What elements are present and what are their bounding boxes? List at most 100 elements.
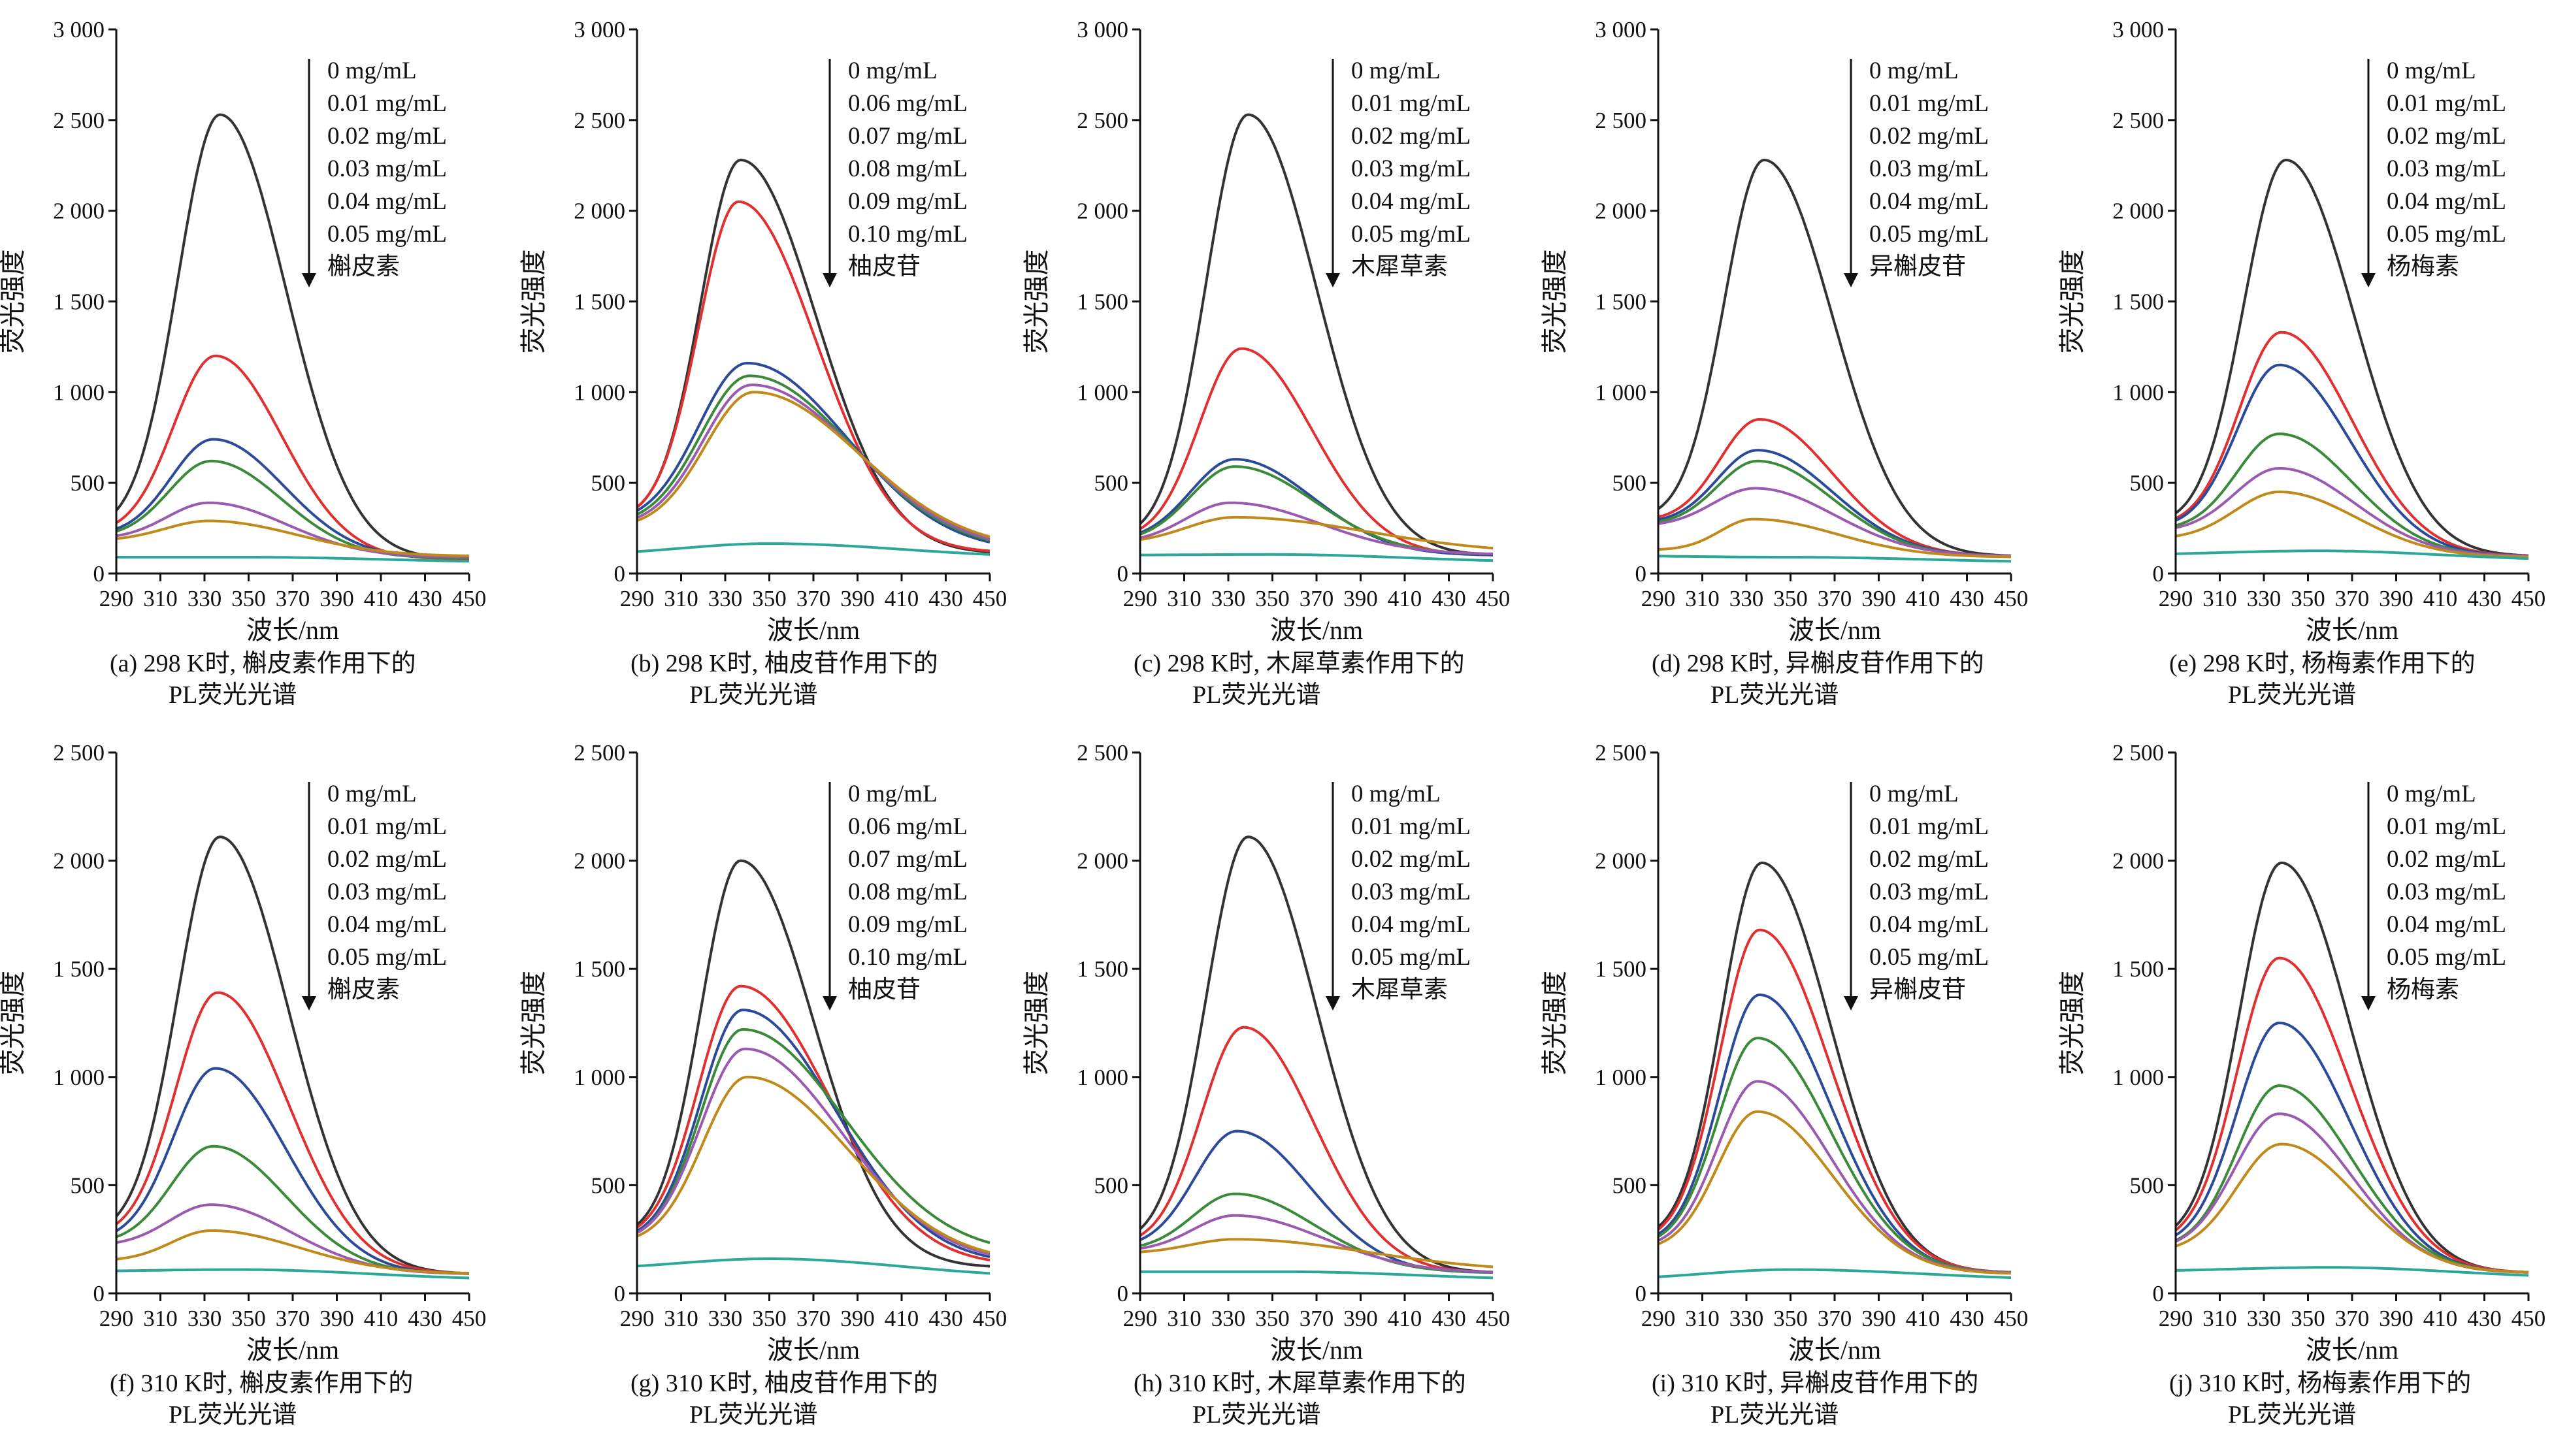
- y-tick-label: 1 000: [1077, 380, 1128, 405]
- legend-entry: 0.03 mg/mL: [1351, 879, 1471, 905]
- x-tick-label: 430: [928, 586, 963, 611]
- x-tick-label: 390: [319, 586, 354, 611]
- x-tick-label: 350: [231, 586, 266, 611]
- x-tick-label: 430: [1431, 586, 1466, 611]
- x-tick-label: 330: [2247, 1306, 2282, 1331]
- panel-caption-line-1: (i) 310 K时, 异槲皮苷作用下的: [1652, 1370, 1978, 1397]
- y-tick-label: 1 000: [574, 1065, 625, 1090]
- panel-caption-line-2: PL荧光光谱: [1710, 1401, 1839, 1429]
- y-tick-label: 0: [2153, 561, 2165, 587]
- x-tick-label: 370: [2335, 1306, 2370, 1331]
- series-line-6: [2175, 549, 2529, 560]
- legend-entry: 0.01 mg/mL: [2387, 90, 2506, 117]
- legend-entry: 0.05 mg/mL: [2387, 944, 2506, 971]
- legend-entry: 0.03 mg/mL: [327, 879, 447, 905]
- y-tick-label: 0: [93, 561, 105, 587]
- y-tick-label: 1 500: [2112, 956, 2164, 982]
- x-tick-label: 330: [2247, 586, 2282, 611]
- x-tick-label: 290: [1641, 586, 1676, 611]
- y-tick-label: 2 000: [2112, 849, 2164, 874]
- series-line-5: [636, 391, 990, 538]
- legend-entry: 0.01 mg/mL: [1869, 90, 1989, 117]
- x-tick-label: 410: [1906, 1306, 1940, 1331]
- x-tick-label: 390: [319, 1306, 354, 1331]
- series-line-6: [1140, 1270, 1494, 1280]
- legend-entry: 0.05 mg/mL: [2387, 221, 2506, 248]
- y-tick-label: 500: [1094, 1173, 1129, 1198]
- y-tick-label: 0: [1635, 561, 1647, 587]
- legend-arrow-head: [1326, 996, 1340, 1011]
- panel-caption-line-1: (j) 310 K时, 杨梅素作用下的: [2169, 1370, 2471, 1397]
- y-tick-label: 2 000: [2112, 199, 2164, 224]
- legend-entry: 0.09 mg/mL: [848, 188, 968, 215]
- x-tick-label: 290: [1641, 1306, 1676, 1331]
- series-line-6: [2175, 1266, 2529, 1277]
- legend-entry: 0.10 mg/mL: [848, 944, 968, 971]
- x-tick-label: 410: [2423, 586, 2458, 611]
- legend-entry: 0.02 mg/mL: [327, 123, 447, 150]
- series-line-6: [636, 1257, 990, 1275]
- y-axis-title: 荧光强度: [1540, 971, 1569, 1075]
- x-tick-label: 350: [2291, 586, 2325, 611]
- legend-entry: 木犀草素: [1351, 977, 1448, 1003]
- x-tick-label: 370: [796, 1306, 831, 1331]
- x-tick-label: 410: [885, 1306, 919, 1331]
- chart-panel-h: 290 310 330 350 370 390 410 430 450 0 500 1 000 1 50…: [1022, 740, 1510, 1429]
- series-line-5: [2175, 490, 2529, 558]
- x-tick-label: 410: [1388, 1306, 1422, 1331]
- x-tick-label: 330: [188, 586, 222, 611]
- legend-entry: 0 mg/mL: [1351, 781, 1441, 807]
- x-tick-label: 430: [1431, 1306, 1466, 1331]
- series-line-4: [636, 1047, 990, 1255]
- panel-caption-line-2: PL荧光光谱: [1192, 681, 1320, 709]
- x-tick-label: 350: [1773, 586, 1808, 611]
- series-line-3: [1139, 465, 1494, 556]
- x-tick-label: 450: [1476, 1306, 1511, 1331]
- legend-entry: 异槲皮苷: [1869, 977, 1966, 1003]
- series-line-6: [116, 556, 470, 563]
- legend-entry: 0.05 mg/mL: [327, 944, 447, 971]
- legend-entry: 0.05 mg/mL: [1869, 221, 1989, 248]
- x-axis-title: 波长/nm: [767, 1335, 860, 1365]
- legend-entry: 0.10 mg/mL: [848, 221, 968, 248]
- legend-entry: 0 mg/mL: [1869, 57, 1959, 84]
- x-tick-label: 370: [2335, 586, 2370, 611]
- series-line-1: [2174, 956, 2529, 1274]
- legend-entry: 0.01 mg/mL: [2387, 813, 2506, 840]
- chart-panel-f: 290 310 330 350 370 390 410 430 450 0 500 1 000 1 50…: [0, 740, 486, 1429]
- y-tick-label: 1 500: [53, 956, 105, 982]
- series-line-4: [116, 1203, 470, 1275]
- series-line-0: [115, 113, 470, 560]
- x-tick-label: 310: [664, 1306, 698, 1331]
- series-line-0: [636, 859, 990, 1268]
- y-tick-label: 1 000: [574, 380, 625, 405]
- legend-arrow-head: [823, 996, 837, 1011]
- x-tick-label: 430: [408, 1306, 442, 1331]
- x-tick-label: 450: [452, 586, 487, 611]
- x-axis-title: 波长/nm: [246, 1335, 339, 1365]
- series-line-6: [1139, 553, 1494, 562]
- legend-entry: 0.05 mg/mL: [1351, 221, 1471, 248]
- x-tick-label: 450: [2511, 1306, 2546, 1331]
- series-line-0: [636, 158, 990, 554]
- x-tick-label: 410: [364, 586, 399, 611]
- y-tick-label: 1 000: [1077, 1065, 1128, 1090]
- panel-caption-line-1: (h) 310 K时, 木犀草素作用下的: [1134, 1370, 1466, 1397]
- y-axis-title: 荧光强度: [1022, 250, 1051, 354]
- x-tick-label: 390: [1343, 586, 1378, 611]
- legend-entry: 0.09 mg/mL: [848, 911, 968, 938]
- legend-entry: 0 mg/mL: [2387, 781, 2476, 807]
- x-tick-label: 350: [752, 586, 787, 611]
- legend-entry: 0.05 mg/mL: [1351, 944, 1471, 971]
- legend-entry: 槲皮素: [327, 253, 400, 280]
- y-axis-title: 荧光强度: [1022, 971, 1051, 1075]
- chart-panel-j: 290 310 330 350 370 390 410 430 450 0 500 1 000 1 50…: [2057, 740, 2545, 1429]
- x-tick-label: 290: [620, 1306, 655, 1331]
- series-line-4: [1139, 1214, 1494, 1274]
- legend-entry: 木犀草素: [1351, 253, 1448, 280]
- series-line-4: [636, 383, 990, 541]
- series-line-5: [1139, 1238, 1494, 1269]
- x-tick-label: 290: [2159, 586, 2193, 611]
- x-tick-label: 290: [2159, 1306, 2193, 1331]
